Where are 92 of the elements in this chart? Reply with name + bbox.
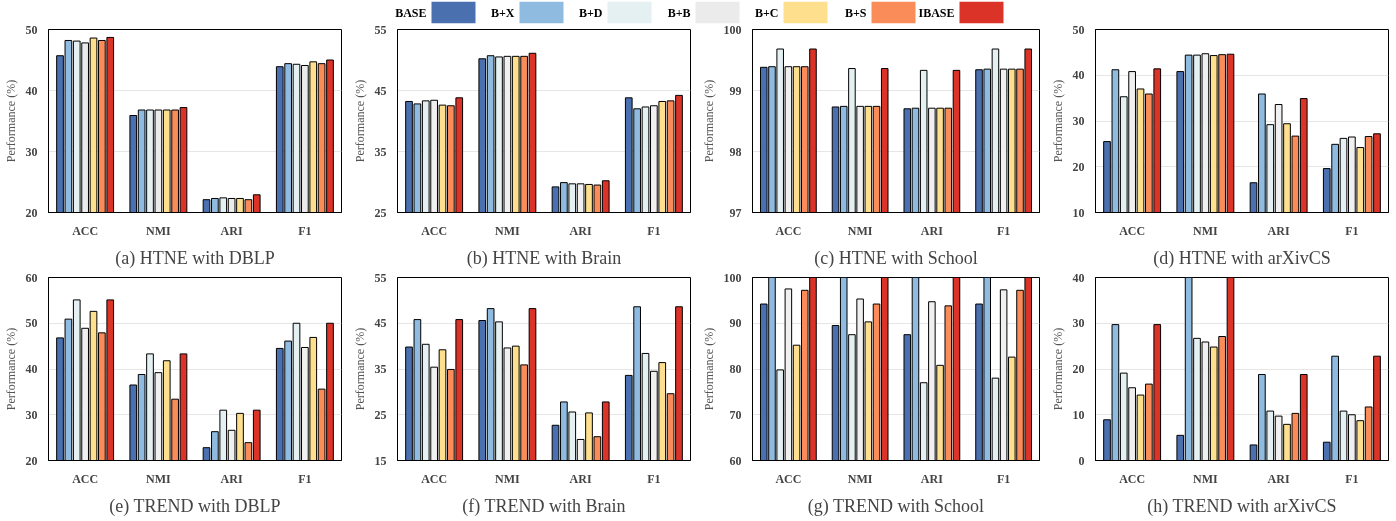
x-tick-label: ACC [421,471,448,486]
y-tick-label: 70 [729,407,742,422]
y-tick-label: 20 [25,453,38,468]
x-tick-label: ACC [1119,471,1146,486]
y-tick-label: 55 [374,22,387,37]
y-tick-label: 50 [25,316,38,331]
y-tick-label: 35 [374,144,387,159]
y-axis-title: Performance (%) [3,79,18,163]
y-tick-label: 30 [1072,316,1085,331]
text: (h) TREND with arXivCS [1147,495,1337,517]
x-tick-label: F1 [1345,223,1359,238]
y-tick-label: 100 [723,22,742,37]
x-tick-label: F1 [1345,471,1359,486]
x-tick-label: ARI [220,223,243,238]
y-tick-label: 0 [1078,453,1085,468]
legend-label: B+C [754,5,779,20]
y-tick-label: 25 [374,407,387,422]
y-tick-label: 40 [1072,270,1085,285]
legend-label: B+S [844,5,867,20]
legend-label: B+D [578,5,603,20]
legend-label: B+B [667,5,691,20]
text: (b) HTNE with Brain [466,247,622,269]
x-tick-label: ACC [775,471,802,486]
x-tick-label: NMI [146,223,172,238]
x-tick-label: ACC [421,223,448,238]
y-tick-label: 55 [374,270,387,285]
y-tick-label: 10 [1072,407,1085,422]
legend-label: BASE [395,5,427,20]
y-axis-title: Performance (%) [352,79,367,163]
y-tick-label: 30 [1072,114,1085,128]
y-axis-title: Performance (%) [1050,79,1065,163]
text: (d) HTNE with arXivCS [1153,247,1331,269]
x-tick-label: NMI [847,223,873,238]
x-tick-label: NMI [847,471,873,486]
y-tick-label: 10 [1072,205,1085,220]
y-tick-label: 35 [374,362,387,376]
y-tick-label: 97 [729,205,742,220]
y-axis-title: Performance (%) [3,327,18,411]
y-tick-label: 40 [1072,68,1085,83]
x-tick-label: ARI [1267,223,1290,238]
text: (f) TREND with Brain [462,495,626,517]
y-tick-label: 20 [1072,362,1085,376]
y-axis-title: Performance (%) [701,327,716,411]
y-tick-label: 50 [1072,22,1085,37]
x-tick-label: ARI [920,223,944,238]
x-tick-label: ACC [72,223,99,238]
y-tick-label: 45 [374,83,387,98]
x-tick-label: F1 [298,471,312,486]
x-tick-label: ARI [569,223,592,238]
x-tick-label: NMI [146,471,172,486]
legend-label: IBASE [918,5,955,20]
y-tick-label: 90 [729,316,742,331]
x-tick-label: NMI [1193,471,1219,486]
x-tick-label: F1 [647,471,661,486]
x-tick-label: F1 [996,471,1011,486]
text: (c) HTNE with School [814,247,978,269]
x-tick-label: ARI [569,471,592,486]
y-tick-label: 40 [25,83,38,98]
y-tick-label: 45 [374,316,387,331]
y-tick-label: 20 [25,205,38,220]
y-axis-title: Performance (%) [1050,327,1065,411]
y-tick-label: 60 [25,270,38,285]
y-tick-label: 25 [374,205,387,220]
y-tick-label: 15 [374,453,387,468]
text: (a) HTNE with DBLP [115,247,275,269]
y-axis-title: Performance (%) [352,327,367,411]
y-tick-label: 80 [729,362,742,376]
y-tick-label: 99 [729,83,742,98]
text: (g) TREND with School [807,495,984,517]
y-tick-label: 50 [25,22,38,37]
y-tick-label: 40 [25,362,38,376]
y-tick-label: 60 [729,453,742,468]
x-tick-label: ACC [72,471,99,486]
x-tick-label: ARI [220,471,243,486]
y-tick-label: 30 [25,407,38,422]
y-tick-label: 30 [25,144,38,159]
x-tick-label: ARI [920,471,944,486]
y-tick-label: 100 [723,270,742,285]
x-tick-label: F1 [298,223,312,238]
x-tick-label: F1 [647,223,661,238]
y-tick-label: 98 [729,144,742,159]
text: (e) TREND with DBLP [109,495,281,517]
legend-label: B+X [490,5,515,20]
x-tick-label: F1 [996,223,1011,238]
x-tick-label: NMI [495,223,521,238]
y-tick-label: 20 [1072,159,1085,174]
x-tick-label: NMI [1193,223,1219,238]
x-tick-label: ARI [1267,471,1290,486]
x-tick-label: ACC [775,223,802,238]
y-axis-title: Performance (%) [701,79,716,163]
x-tick-label: NMI [495,471,521,486]
x-tick-label: ACC [1119,223,1146,238]
